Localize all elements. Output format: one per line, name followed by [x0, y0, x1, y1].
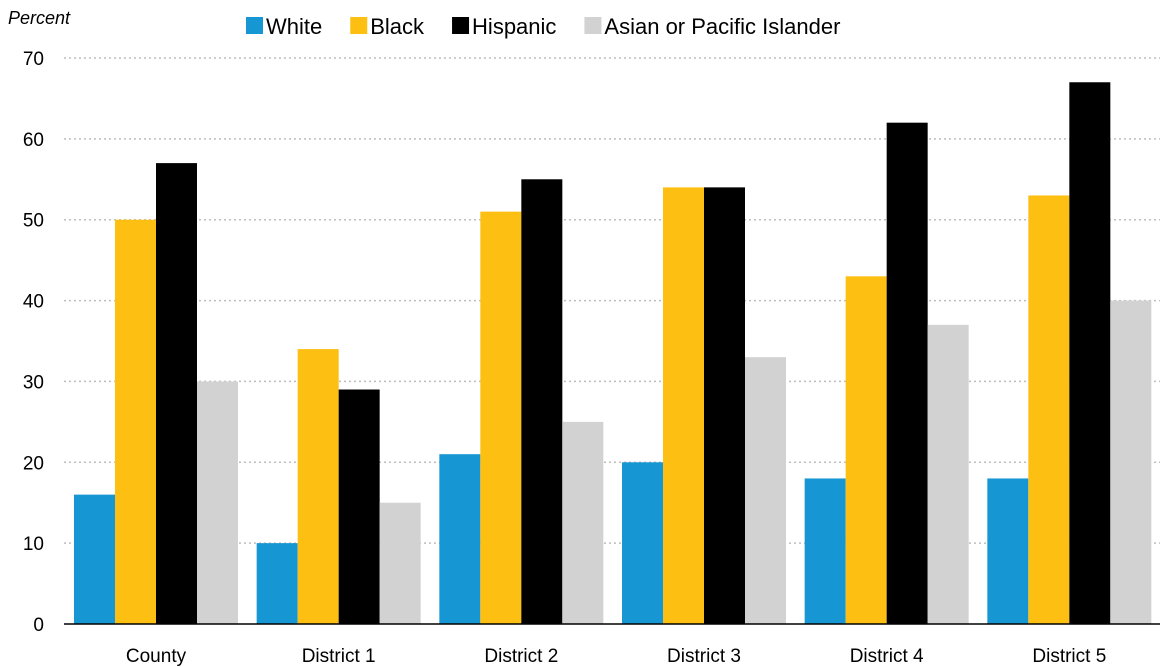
- x-tick-label: County: [126, 646, 187, 667]
- bar-group: [804, 122, 969, 624]
- legend-label: Hispanic: [472, 14, 556, 39]
- x-tick-label: District 1: [302, 646, 376, 667]
- legend-item: Black: [350, 14, 425, 39]
- bar-black: [663, 187, 704, 624]
- bar-asian-or-pacific-islander: [379, 502, 421, 624]
- legend-swatch: [584, 17, 602, 34]
- x-tick-label: District 5: [1032, 646, 1106, 667]
- bar-white: [622, 462, 663, 624]
- y-tick-label: 40: [23, 292, 44, 313]
- bar-black: [1028, 195, 1070, 624]
- y-tick-label: 60: [23, 130, 44, 151]
- y-tick-label: 20: [23, 453, 44, 474]
- bar-hispanic: [521, 179, 563, 625]
- bar-group: [256, 349, 421, 624]
- bar-white: [256, 543, 298, 624]
- bar-hispanic: [704, 187, 745, 624]
- bars: [74, 82, 1152, 625]
- bar-black: [845, 276, 887, 624]
- y-tick-label: 30: [23, 372, 44, 393]
- bar-asian-or-pacific-islander: [562, 421, 604, 624]
- legend-item: Asian or Pacific Islander: [584, 14, 840, 39]
- bar-black: [297, 349, 339, 624]
- legend-label: Black: [370, 14, 425, 39]
- bar-white: [804, 478, 846, 624]
- bar-hispanic: [1069, 82, 1111, 624]
- x-tick-label: District 3: [667, 646, 741, 667]
- legend-swatch: [350, 17, 368, 34]
- legend: White Black Hispanic Asian or Pacific Islan…: [246, 14, 840, 39]
- legend-item: Hispanic: [452, 14, 556, 39]
- y-tick-label: 0: [33, 615, 44, 636]
- y-tick-label: 70: [23, 49, 44, 70]
- bar-hispanic: [156, 163, 197, 624]
- y-tick-label: 50: [23, 211, 44, 232]
- bar-black: [480, 211, 522, 624]
- legend-item: White: [246, 14, 322, 39]
- legend-swatch: [246, 17, 263, 34]
- bar-asian-or-pacific-islander: [927, 324, 969, 624]
- bar-asian-or-pacific-islander: [745, 357, 786, 624]
- x-tick-label: District 4: [850, 646, 924, 667]
- bar-white: [987, 478, 1029, 624]
- x-tick-label: District 2: [484, 646, 558, 667]
- bar-asian-or-pacific-islander: [197, 381, 238, 624]
- axes: 0 10 20 30 40 50 60 70 County District 1 District …: [23, 49, 1160, 667]
- bar-white: [74, 494, 115, 624]
- bar-asian-or-pacific-islander: [1110, 300, 1152, 624]
- legend-label: Asian or Pacific Islander: [604, 14, 840, 39]
- bar-group: [622, 187, 786, 624]
- bar-group: [439, 179, 604, 625]
- y-axis-title: Percent: [8, 8, 71, 28]
- legend-swatch: [452, 17, 470, 34]
- bar-group: [987, 82, 1152, 624]
- bar-black: [115, 219, 156, 624]
- bar-hispanic: [886, 122, 928, 624]
- bar-group: [74, 163, 238, 624]
- bar-hispanic: [338, 389, 380, 624]
- y-tick-label: 10: [23, 534, 44, 555]
- bar-white: [439, 454, 481, 624]
- legend-label: White: [266, 14, 322, 39]
